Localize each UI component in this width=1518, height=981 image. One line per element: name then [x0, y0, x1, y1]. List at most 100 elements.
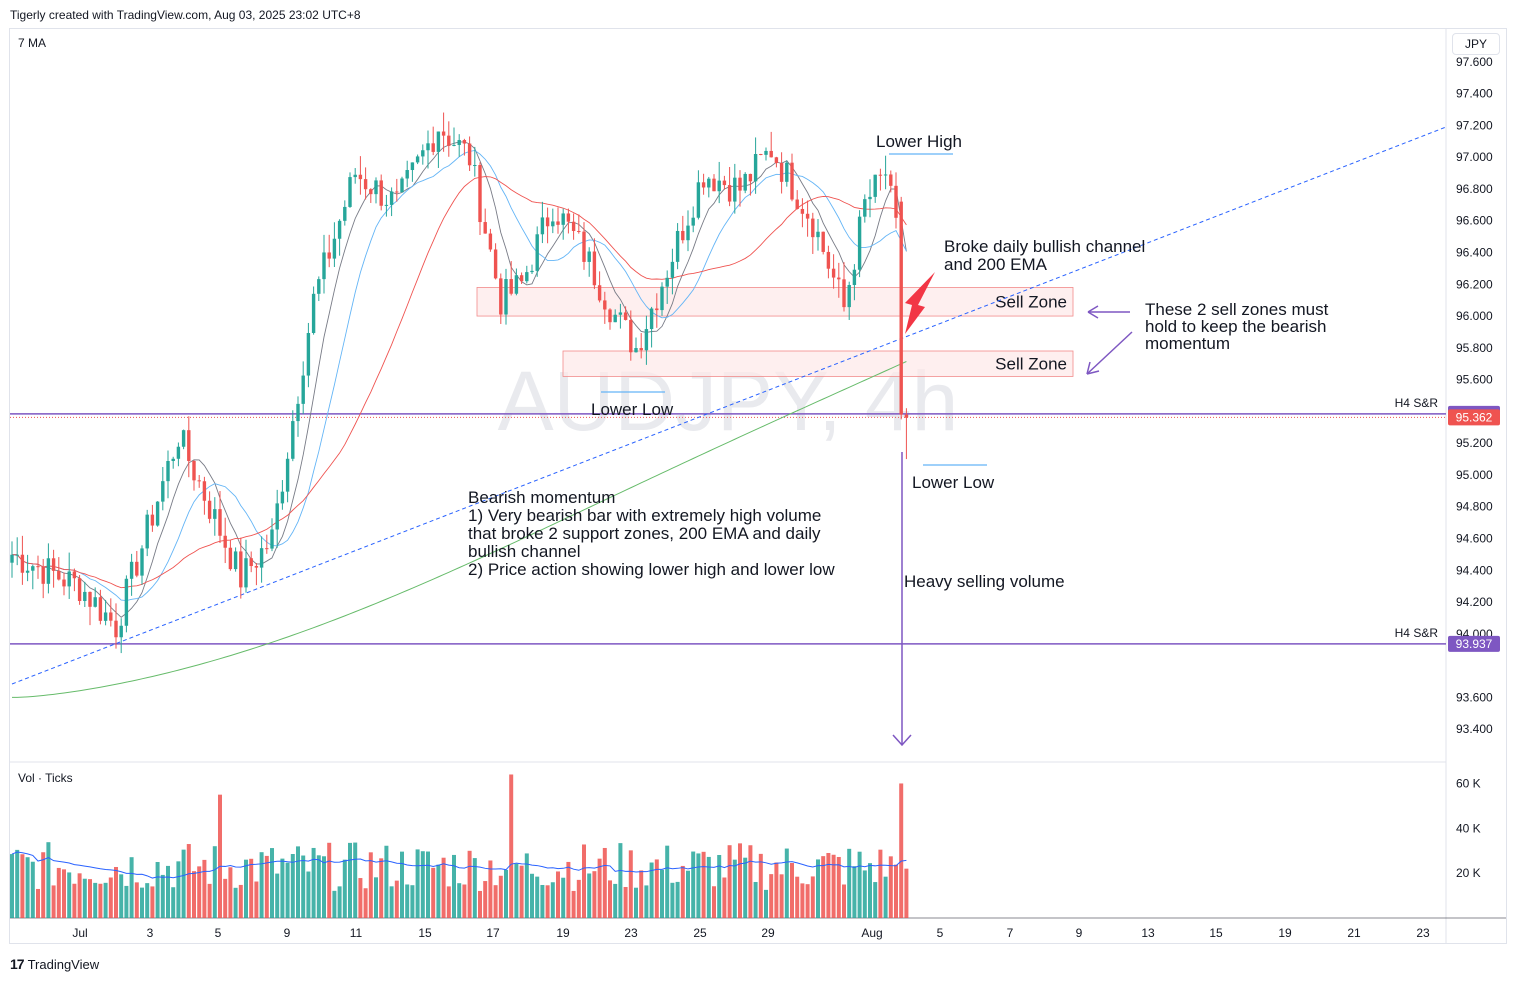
volume-bar[interactable] — [769, 874, 774, 918]
candle-body[interactable] — [457, 140, 461, 145]
candle-body[interactable] — [171, 458, 175, 462]
volume-bar[interactable] — [649, 862, 654, 918]
volume-bar[interactable] — [332, 890, 337, 918]
candle-body[interactable] — [779, 163, 784, 182]
bullish-channel-trendline[interactable] — [11, 126, 1447, 685]
volume-bar[interactable] — [15, 849, 20, 918]
candle-body[interactable] — [587, 251, 591, 262]
candle-body[interactable] — [405, 170, 409, 179]
volume-bar[interactable] — [358, 878, 363, 918]
candle-body[interactable] — [249, 558, 253, 567]
volume-bar[interactable] — [899, 783, 904, 918]
volume-bar[interactable] — [634, 887, 638, 918]
volume-bar[interactable] — [504, 869, 508, 918]
volume-bar[interactable] — [592, 871, 597, 918]
candle-body[interactable] — [369, 189, 373, 195]
volume-bar[interactable] — [436, 864, 441, 918]
volume-bar[interactable] — [691, 851, 696, 918]
volume-bar[interactable] — [296, 846, 300, 918]
candle-body[interactable] — [665, 277, 669, 287]
candle-body[interactable] — [77, 578, 82, 601]
volume-bar[interactable] — [114, 866, 118, 918]
candle-body[interactable] — [467, 143, 472, 166]
volume-bar[interactable] — [108, 877, 113, 918]
candle-body[interactable] — [296, 403, 300, 422]
volume-bar[interactable] — [285, 862, 290, 918]
candle-body[interactable] — [447, 135, 451, 146]
candle-body[interactable] — [197, 480, 201, 482]
candle-body[interactable] — [769, 150, 773, 158]
volume-bar[interactable] — [129, 857, 134, 918]
volume-bar[interactable] — [363, 888, 368, 918]
candle-body[interactable] — [509, 279, 513, 294]
volume-bar[interactable] — [784, 848, 789, 918]
volume-bar[interactable] — [82, 878, 87, 918]
candle-body[interactable] — [551, 221, 555, 227]
volume-bar[interactable] — [816, 859, 820, 918]
candle-body[interactable] — [883, 174, 888, 176]
candle-body[interactable] — [410, 162, 415, 171]
candle-body[interactable] — [566, 213, 571, 222]
volume-bar[interactable] — [316, 855, 321, 918]
candle-body[interactable] — [868, 196, 872, 200]
candle-body[interactable] — [857, 216, 862, 270]
volume-bar[interactable] — [181, 849, 186, 918]
candle-body[interactable] — [473, 165, 477, 167]
candle-body[interactable] — [571, 221, 576, 231]
candle-body[interactable] — [275, 503, 279, 530]
candle-body[interactable] — [244, 558, 248, 588]
volume-bar[interactable] — [415, 849, 420, 918]
candle-body[interactable] — [639, 348, 643, 351]
candle-body[interactable] — [873, 174, 877, 197]
volume-bar[interactable] — [727, 845, 732, 918]
volume-bar[interactable] — [202, 859, 207, 918]
candle-body[interactable] — [20, 554, 25, 573]
volume-bar[interactable] — [290, 854, 295, 918]
candle-body[interactable] — [816, 231, 820, 238]
candle-body[interactable] — [717, 180, 721, 192]
candle-body[interactable] — [613, 314, 617, 323]
candle-body[interactable] — [811, 218, 815, 238]
volume-bar[interactable] — [556, 871, 560, 918]
candle-body[interactable] — [223, 535, 227, 548]
candle-body[interactable] — [202, 481, 207, 501]
volume-bar[interactable] — [654, 859, 659, 918]
volume-bar[interactable] — [186, 844, 191, 918]
candle-body[interactable] — [181, 430, 186, 447]
volume-bar[interactable] — [160, 874, 165, 918]
volume-bar[interactable] — [805, 884, 810, 918]
volume-bar[interactable] — [836, 856, 841, 918]
volume-bar[interactable] — [103, 882, 108, 918]
candle-body[interactable] — [51, 558, 56, 571]
volume-bar[interactable] — [379, 858, 384, 918]
candle-body[interactable] — [878, 174, 883, 176]
price-badge-2[interactable] — [1448, 409, 1500, 426]
volume-bar[interactable] — [623, 886, 628, 918]
candle-body[interactable] — [254, 566, 259, 568]
volume-bar[interactable] — [670, 882, 675, 918]
volume-bar[interactable] — [878, 849, 883, 918]
candle-body[interactable] — [863, 199, 867, 217]
candle-body[interactable] — [493, 249, 498, 279]
volume-bar[interactable] — [394, 880, 399, 918]
candle-body[interactable] — [800, 208, 805, 214]
volume-bar[interactable] — [337, 886, 342, 918]
candle-body[interactable] — [525, 272, 529, 282]
volume-bar[interactable] — [753, 881, 758, 918]
candle-body[interactable] — [603, 300, 607, 310]
candle-body[interactable] — [129, 561, 134, 579]
volume-bar[interactable] — [779, 874, 784, 918]
volume-bar[interactable] — [374, 877, 378, 918]
volume-bar[interactable] — [576, 879, 581, 918]
candle-body[interactable] — [452, 144, 456, 146]
volume-bar[interactable] — [88, 879, 92, 918]
candle-body[interactable] — [821, 231, 825, 252]
candle-body[interactable] — [701, 182, 706, 188]
candle-body[interactable] — [904, 414, 909, 418]
volume-bar[interactable] — [30, 861, 35, 918]
volume-bar[interactable] — [701, 851, 706, 918]
candle-body[interactable] — [327, 252, 331, 259]
indicator-label[interactable]: 7 MA — [18, 36, 47, 50]
volume-bar[interactable] — [192, 871, 196, 918]
volume-bar[interactable] — [176, 861, 181, 918]
